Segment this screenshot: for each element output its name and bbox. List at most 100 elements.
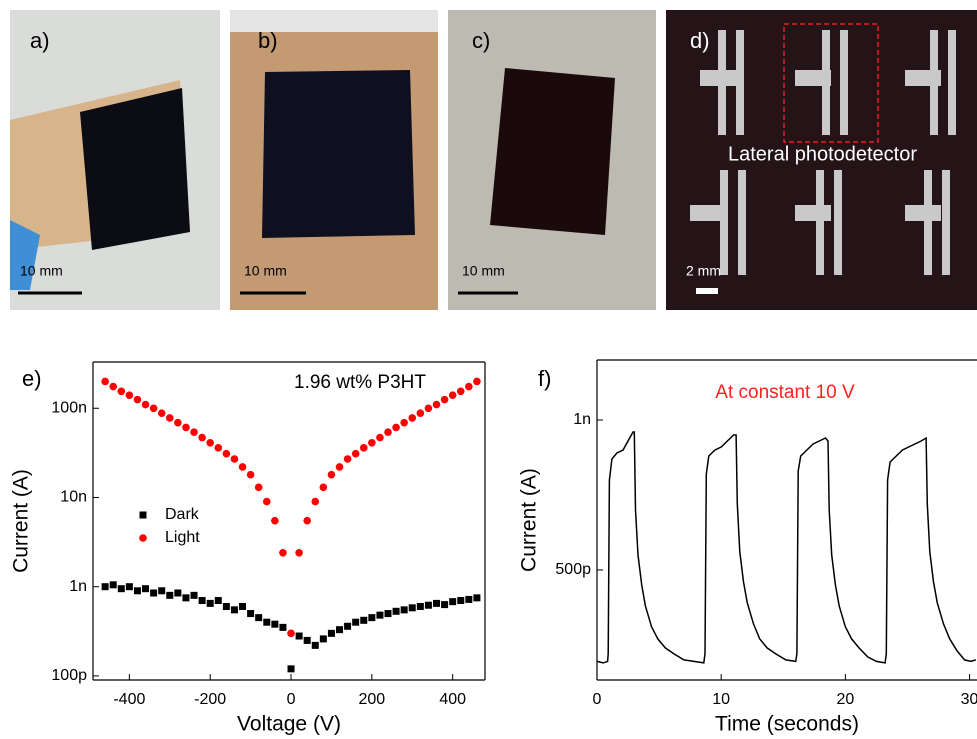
panel-label: b) bbox=[258, 28, 278, 53]
data-point bbox=[255, 614, 262, 621]
scale-label: 10 mm bbox=[20, 263, 63, 279]
data-point bbox=[158, 587, 165, 594]
data-point bbox=[126, 391, 134, 399]
data-point bbox=[465, 596, 472, 603]
x-axis-title: Voltage (V) bbox=[237, 713, 341, 736]
data-line bbox=[597, 432, 976, 663]
photo-caption: Lateral photodetector bbox=[728, 143, 917, 165]
page: {"panels": [ {"label": "a)", "scale": "1… bbox=[0, 0, 977, 739]
x-axis-title: Time (seconds) bbox=[715, 713, 859, 736]
x-tick-label: 30 bbox=[961, 691, 977, 708]
y-tick-label: 1n bbox=[573, 411, 591, 428]
data-point bbox=[368, 614, 375, 621]
data-point bbox=[271, 621, 278, 628]
data-point bbox=[134, 587, 141, 594]
data-point bbox=[417, 409, 425, 417]
data-point bbox=[255, 484, 263, 492]
data-point bbox=[336, 463, 344, 471]
y-axis-title: Current (A) bbox=[518, 468, 541, 572]
y-tick-label: 10n bbox=[60, 489, 87, 506]
y-tick-label: 500p bbox=[555, 561, 591, 578]
data-point bbox=[206, 439, 214, 447]
data-point bbox=[215, 597, 222, 604]
data-point bbox=[384, 428, 392, 436]
data-point bbox=[231, 606, 238, 613]
data-point bbox=[166, 592, 173, 599]
data-point bbox=[117, 387, 125, 395]
data-point bbox=[360, 444, 368, 452]
data-point bbox=[376, 434, 384, 442]
data-point bbox=[417, 603, 424, 610]
data-point bbox=[368, 439, 376, 447]
figure: a) 10 mm b) 10 mm c) 10 mm d) 2 mm Later… bbox=[0, 0, 977, 739]
data-point bbox=[142, 585, 149, 592]
data-point bbox=[134, 396, 142, 404]
data-point bbox=[150, 404, 158, 412]
data-point bbox=[328, 471, 336, 479]
legend-marker bbox=[139, 534, 147, 542]
data-point bbox=[304, 637, 311, 644]
data-point bbox=[296, 633, 303, 640]
y-tick-label: 1n bbox=[69, 578, 87, 595]
data-point bbox=[320, 635, 327, 642]
x-tick-label: 200 bbox=[358, 691, 385, 708]
x-tick-label: 20 bbox=[836, 691, 854, 708]
data-point bbox=[110, 581, 117, 588]
scale-label: 10 mm bbox=[462, 263, 505, 279]
data-point bbox=[102, 583, 109, 590]
panel-label: d) bbox=[690, 28, 710, 53]
x-tick-label: 10 bbox=[712, 691, 730, 708]
x-tick-label: -200 bbox=[194, 691, 226, 708]
data-point bbox=[247, 610, 254, 617]
panel-label: a) bbox=[30, 28, 50, 53]
data-point bbox=[344, 455, 352, 463]
data-point bbox=[166, 414, 174, 422]
data-point bbox=[190, 428, 198, 436]
data-point bbox=[352, 450, 360, 458]
data-point bbox=[126, 583, 133, 590]
data-point bbox=[336, 626, 343, 633]
data-point bbox=[433, 401, 441, 409]
data-point bbox=[311, 498, 319, 506]
data-point bbox=[376, 612, 383, 619]
data-point bbox=[344, 623, 351, 630]
x-tick-label: -400 bbox=[113, 691, 145, 708]
data-point bbox=[441, 601, 448, 608]
y-axis-title: Current (A) bbox=[10, 469, 33, 573]
data-point bbox=[449, 391, 457, 399]
annotation: 1.96 wt% P3HT bbox=[294, 372, 426, 393]
data-point bbox=[409, 604, 416, 611]
legend-label: Dark bbox=[165, 506, 200, 523]
data-point bbox=[223, 450, 231, 458]
data-point bbox=[457, 597, 464, 604]
data-point bbox=[263, 498, 271, 506]
data-point bbox=[303, 517, 311, 525]
x-tick-label: 0 bbox=[593, 691, 602, 708]
data-point bbox=[199, 597, 206, 604]
data-point bbox=[433, 600, 440, 607]
data-point bbox=[457, 387, 465, 395]
x-tick-label: 0 bbox=[287, 691, 296, 708]
scale-label: 10 mm bbox=[244, 263, 287, 279]
data-point bbox=[287, 630, 295, 638]
annotation: At constant 10 V bbox=[715, 382, 855, 403]
data-point bbox=[223, 603, 230, 610]
data-point bbox=[401, 606, 408, 613]
data-point bbox=[182, 424, 190, 432]
data-point bbox=[174, 419, 182, 427]
data-point bbox=[425, 404, 433, 412]
data-point bbox=[408, 414, 416, 422]
panel-label: c) bbox=[472, 28, 490, 53]
data-point bbox=[231, 455, 239, 463]
data-point bbox=[198, 434, 206, 442]
data-point bbox=[312, 642, 319, 649]
data-point bbox=[473, 378, 481, 386]
data-point bbox=[191, 592, 198, 599]
data-point bbox=[393, 608, 400, 615]
x-tick-label: 400 bbox=[439, 691, 466, 708]
data-point bbox=[207, 600, 214, 607]
scale-label: 2 mm bbox=[686, 263, 721, 279]
legend-marker bbox=[140, 512, 147, 519]
data-point bbox=[150, 589, 157, 596]
data-point bbox=[239, 463, 247, 471]
